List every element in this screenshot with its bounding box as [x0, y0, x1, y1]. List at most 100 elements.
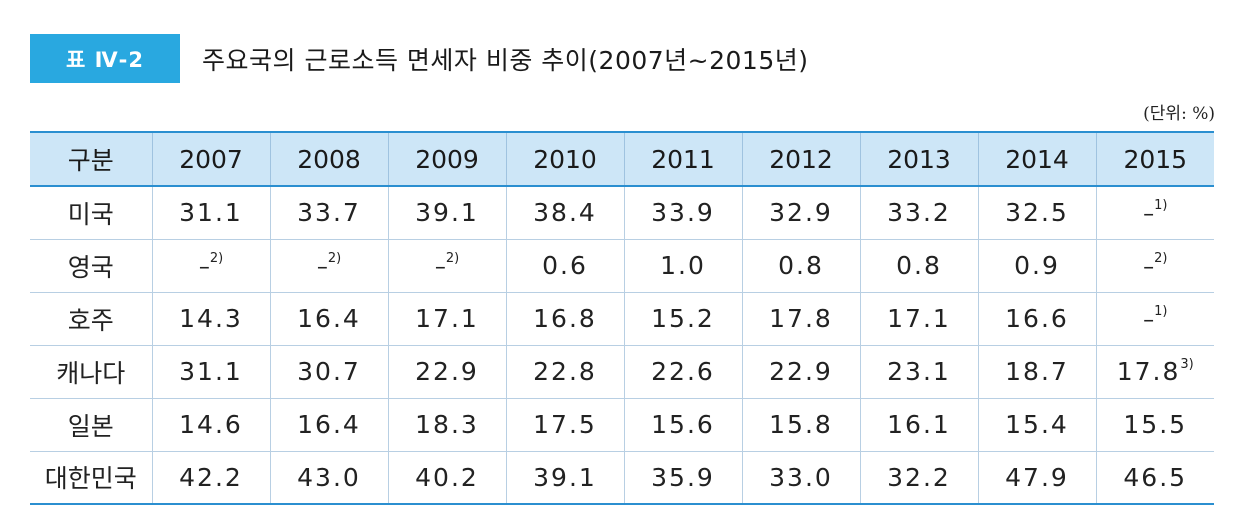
cell-value: 0.6	[542, 251, 588, 280]
table-row: 호주 14.3 16.4 17.1 16.8 15.2 17.8 17.1 16.6 –1)	[30, 292, 1214, 346]
country-label: 미국	[30, 186, 152, 240]
value-cell: 14.6	[151, 398, 270, 452]
footnote-marker: 2)	[209, 250, 224, 266]
cell-value: –	[1143, 202, 1155, 228]
cell-value: 42.2	[179, 462, 243, 492]
cell-value: 31.1	[179, 198, 243, 228]
header-year: 2007	[151, 131, 270, 187]
value-cell: 22.9	[741, 345, 860, 399]
value-cell: 15.6	[623, 398, 742, 452]
value-cell: 17.8	[741, 292, 860, 346]
value-cell: 33.9	[623, 186, 742, 240]
header-year: 2013	[859, 131, 978, 187]
cell-value: 43.0	[297, 462, 361, 492]
value-cell: 16.4	[269, 292, 388, 346]
value-cell: 39.1	[387, 186, 506, 240]
header-row: 구분 2007 2008 2009 2010 2011 2012 2013 2014 2015	[30, 131, 1214, 187]
value-cell: 0.8	[859, 239, 978, 293]
header-category: 구분	[30, 131, 152, 187]
footnote-marker: 2)	[327, 250, 342, 266]
table-row: 캐나다 31.1 30.7 22.9 22.8 22.6 22.9 23.1 18.7 17.83…	[30, 345, 1214, 399]
unit-note: (단위: %)	[1143, 104, 1215, 124]
value-cell: 31.1	[151, 345, 270, 399]
value-cell: 18.7	[977, 345, 1096, 399]
cell-value: 18.3	[415, 410, 479, 439]
value-cell: –1)	[1095, 292, 1214, 346]
value-cell: 1.0	[623, 239, 742, 293]
value-cell: 17.5	[505, 398, 624, 452]
value-cell: –2)	[269, 239, 388, 293]
cell-value: 39.1	[415, 198, 479, 228]
value-cell: 40.2	[387, 451, 506, 505]
header-year: 2015	[1095, 131, 1214, 187]
value-cell: 15.5	[1095, 398, 1214, 452]
cell-value: –	[434, 255, 446, 280]
table-number-badge: 표 Ⅳ-2	[30, 34, 180, 83]
table-title: 표 Ⅳ-2 주요국의 근로소득 면세자 비중 추이(2007년~2015년)	[30, 34, 809, 83]
cell-value: 17.1	[887, 304, 951, 333]
country-label: 영국	[30, 239, 152, 293]
value-cell: 16.1	[859, 398, 978, 452]
cell-value: 16.6	[1005, 304, 1069, 333]
value-cell: 32.5	[977, 186, 1096, 240]
cell-value: 15.6	[651, 410, 715, 439]
cell-value: 15.4	[1005, 410, 1069, 439]
cell-value: 16.8	[533, 304, 597, 333]
table-row: 미국 31.1 33.7 39.1 38.4 33.9 32.9 33.2 32.5 –1)	[30, 186, 1214, 240]
value-cell: 18.3	[387, 398, 506, 452]
value-cell: –2)	[1095, 239, 1214, 293]
value-cell: 32.2	[859, 451, 978, 505]
country-label: 일본	[30, 398, 152, 452]
footnote-marker: 2)	[445, 250, 460, 266]
cell-value: 17.8	[769, 304, 833, 333]
value-cell: 33.2	[859, 186, 978, 240]
cell-value: 17.5	[533, 410, 597, 439]
cell-value: 14.6	[179, 410, 243, 439]
value-cell: 0.8	[741, 239, 860, 293]
cell-value: 33.2	[887, 198, 951, 228]
value-cell: 0.6	[505, 239, 624, 293]
cell-value: 15.8	[769, 410, 833, 439]
cell-value: 30.7	[297, 357, 361, 386]
cell-value: 32.5	[1005, 198, 1069, 228]
value-cell: 16.8	[505, 292, 624, 346]
value-cell: 46.5	[1095, 451, 1214, 505]
cell-value: 22.8	[533, 357, 597, 386]
value-cell: 23.1	[859, 345, 978, 399]
header-year: 2010	[505, 131, 624, 187]
value-cell: 42.2	[151, 451, 270, 505]
value-cell: 33.0	[741, 451, 860, 505]
cell-value: 47.9	[1005, 462, 1069, 492]
cell-value: –	[316, 255, 328, 280]
cell-value: 22.9	[769, 357, 833, 386]
footnote-marker: 2)	[1154, 250, 1168, 266]
value-cell: 43.0	[269, 451, 388, 505]
cell-value: 33.0	[769, 462, 833, 492]
value-cell: 15.2	[623, 292, 742, 346]
country-label: 호주	[30, 292, 152, 346]
table-row: 영국 –2) –2) –2) 0.6 1.0 0.8 0.8 0.9 –2)	[30, 239, 1214, 293]
cell-value: 1.0	[660, 251, 706, 280]
cell-value: 35.9	[651, 462, 715, 492]
cell-value: 40.2	[415, 462, 479, 492]
value-cell: 32.9	[741, 186, 860, 240]
value-cell: –2)	[151, 239, 270, 293]
cell-value: 17.8	[1116, 357, 1181, 386]
cell-value: 16.1	[887, 410, 951, 439]
value-cell: 31.1	[151, 186, 270, 240]
cell-value: 39.1	[533, 462, 597, 492]
cell-value: 38.4	[533, 198, 597, 228]
value-cell: 0.9	[977, 239, 1096, 293]
value-cell: –2)	[387, 239, 506, 293]
cell-value: 22.9	[415, 357, 479, 386]
cell-value: 31.1	[179, 357, 243, 386]
cell-value: 46.5	[1123, 462, 1188, 492]
value-cell: 15.8	[741, 398, 860, 452]
cell-value: 33.9	[651, 198, 715, 228]
value-cell: 30.7	[269, 345, 388, 399]
cell-value: 23.1	[887, 357, 951, 386]
value-cell: 17.1	[859, 292, 978, 346]
footnote-marker: 3)	[1180, 356, 1194, 372]
value-cell: 22.6	[623, 345, 742, 399]
header-year: 2011	[623, 131, 742, 187]
